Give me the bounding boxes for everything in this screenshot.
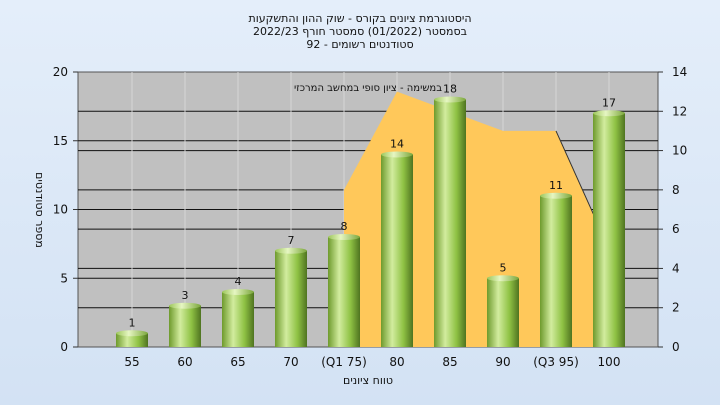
y2-tick-label: 14: [672, 65, 687, 79]
x-tick-label: (Q1 75): [321, 355, 367, 369]
x-tick-label: 85: [442, 355, 457, 369]
y2-tick-label: 12: [672, 104, 687, 118]
bar-value-label: 11: [549, 179, 563, 192]
y2-tick-label: 2: [672, 301, 680, 315]
bar-value-label: 8: [341, 220, 348, 233]
y2-tick-label: 10: [672, 144, 687, 158]
x-tick-labels: 55 60 65 70 (Q1 75) 80 85 90 (Q3 95) 100: [124, 355, 620, 369]
bar-cap: [275, 247, 307, 254]
x-tick-label: 80: [389, 355, 404, 369]
x-tick-label: 90: [495, 355, 510, 369]
y2-tick-label: 4: [672, 261, 680, 275]
x-tick-label: 70: [283, 355, 298, 369]
bar-value-label: 5: [500, 261, 507, 274]
bar: [169, 305, 201, 347]
bar: [487, 278, 519, 347]
bar: [328, 237, 360, 347]
bar-cap: [116, 330, 148, 337]
bar: [434, 99, 466, 347]
bar: [116, 333, 148, 347]
bar-cap: [434, 96, 466, 103]
y-tick-labels: 0 5 10 15 20: [53, 65, 78, 354]
bar-cap: [328, 234, 360, 240]
chart-title-line-3: סטודנטים רשומים - 92: [306, 38, 413, 51]
chart-title-line-2: בסמסטר (01/2022) סמסטר חורף 2022/23: [253, 25, 467, 38]
x-tick-label: 65: [230, 355, 245, 369]
bar-cap: [222, 289, 254, 295]
x-tick-label: 60: [177, 355, 192, 369]
bar-cap: [593, 110, 625, 117]
x-tick-label: 55: [124, 355, 139, 369]
bar: [275, 250, 307, 347]
bar-value-label: 7: [288, 234, 295, 247]
y-tick-label: 20: [53, 65, 68, 79]
y2-tick-label: 6: [672, 222, 680, 236]
y-tick-label: 15: [53, 134, 68, 148]
y2-tick-labels: 0 2 4 6 8 10 12 14: [658, 65, 687, 354]
bar-value-label: 17: [602, 96, 616, 109]
bar-cap: [487, 275, 519, 282]
bar-cap: [381, 151, 413, 158]
bar: [540, 195, 572, 347]
x-tick-label: (Q3 95): [533, 355, 579, 369]
chart-title-line-1: היסטוגרמת ציונים בקורס - שוק ההון והתשקע…: [248, 12, 471, 25]
bar-value-labels: 1 3 4 7 8 14 18 5 11 17: [129, 83, 617, 330]
overlay-label: במשימה - ציון סופי במחשב המרכזי: [294, 83, 442, 94]
bar-value-label: 3: [182, 289, 189, 302]
bar-value-label: 1: [129, 316, 136, 329]
bar-cap: [540, 192, 572, 199]
bar-value-label: 4: [235, 275, 242, 288]
x-axis-title: טווח ציונים: [343, 374, 393, 387]
y2-tick-label: 0: [672, 340, 680, 354]
y-tick-label: 10: [53, 203, 68, 217]
bar: [593, 113, 625, 347]
y-tick-label: 0: [60, 340, 68, 354]
bars: [116, 96, 625, 347]
bar-cap: [169, 302, 201, 309]
y2-tick-label: 8: [672, 183, 680, 197]
y-axis-title: מספר סטודנטים: [33, 172, 46, 248]
chart-title: היסטוגרמת ציונים בקורס - שוק ההון והתשקע…: [248, 12, 471, 51]
bar: [222, 292, 254, 347]
x-tick-label: 100: [598, 355, 621, 369]
bar-value-label: 14: [390, 138, 404, 151]
bar-value-label: 18: [443, 83, 457, 96]
bar: [381, 154, 413, 347]
y-tick-label: 5: [60, 271, 68, 285]
